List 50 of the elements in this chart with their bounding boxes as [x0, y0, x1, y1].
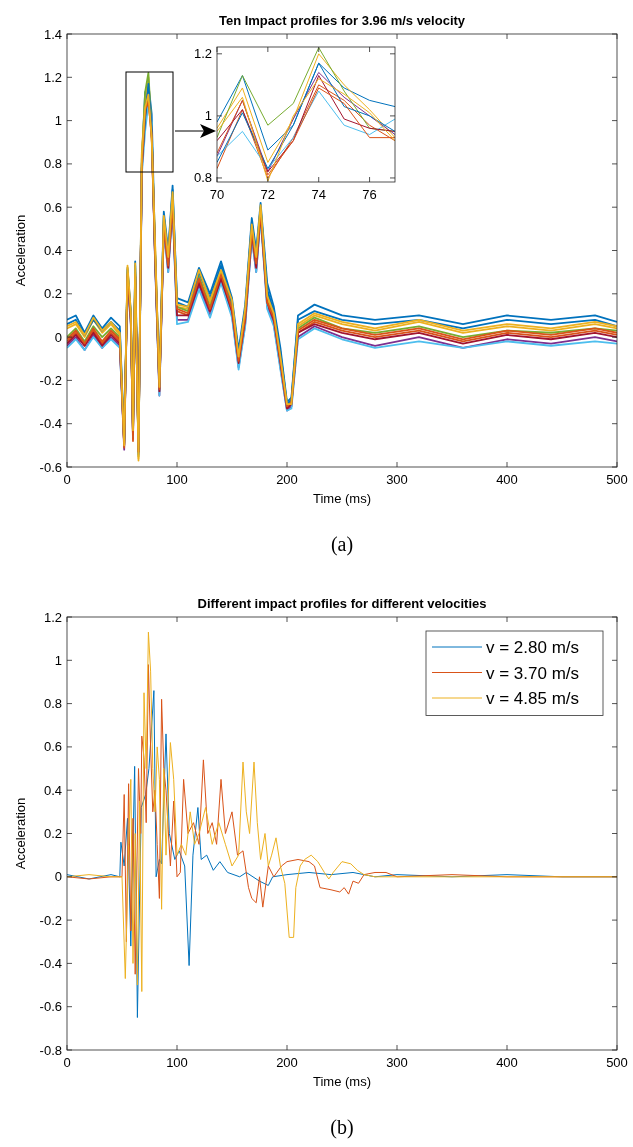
y-tick-label: 1 — [54, 652, 62, 668]
x-tick-label: 70 — [209, 187, 225, 202]
y-tick-label: 0.4 — [43, 243, 62, 258]
legend-label: v = 4.85 m/s — [486, 689, 580, 708]
y-tick-label: 0.6 — [43, 199, 62, 215]
x-tick-label: 400 — [496, 472, 518, 487]
chart-title: Ten Impact profiles for 3.96 m/s velocity — [218, 13, 466, 28]
y-tick-label: 0.8 — [43, 696, 62, 712]
x-tick-label: 300 — [386, 1055, 408, 1070]
y-tick-label: 0.8 — [43, 156, 62, 172]
y-tick-label: 1.4 — [43, 26, 62, 42]
y-tick-label: 1.2 — [43, 609, 62, 625]
y-tick-label: 0.4 — [43, 782, 62, 798]
y-axis-title: Acceleration — [13, 797, 28, 870]
y-tick-label: 0 — [54, 329, 62, 345]
legend-label: v = 2.80 m/s — [486, 638, 580, 657]
y-tick-label: 1.2 — [43, 69, 62, 85]
x-tick-label: 500 — [606, 1055, 628, 1070]
y-tick-label: -0.4 — [39, 955, 62, 971]
y-tick-label: -0.6 — [39, 459, 62, 475]
y-tick-label: -0.6 — [39, 999, 62, 1015]
legend-label: v = 3.70 m/s — [486, 663, 580, 683]
y-tick-label: -0.2 — [39, 912, 62, 928]
y-tick-label: 0.6 — [43, 739, 62, 755]
x-axis-title: Time (ms) — [312, 1074, 372, 1089]
x-tick-label: 100 — [166, 472, 188, 487]
text: (a) — [330, 533, 354, 556]
y-tick-label: 1 — [54, 113, 62, 129]
y-tick-label: 1 — [204, 108, 212, 124]
x-tick-label: 200 — [276, 1055, 298, 1070]
x-tick-label: 72 — [260, 187, 276, 202]
y-tick-label: 0 — [54, 869, 62, 885]
y-tick-label: -0.2 — [39, 372, 62, 388]
x-tick-label: 76 — [362, 187, 377, 202]
y-tick-label: -0.8 — [39, 1042, 62, 1058]
y-tick-label: 0.2 — [43, 826, 62, 841]
x-tick-label: 74 — [311, 187, 326, 202]
x-axis-title: Time (ms) — [312, 491, 372, 506]
y-tick-label: 0.2 — [43, 286, 62, 302]
y-tick-label: -0.4 — [39, 416, 62, 432]
y-axis-title: Acceleration — [13, 214, 28, 287]
x-tick-label: 200 — [276, 472, 298, 487]
text: (b) — [330, 1116, 354, 1139]
x-tick-label: 100 — [166, 1055, 188, 1070]
x-tick-label: 400 — [496, 1055, 518, 1070]
y-tick-label: 0.8 — [193, 170, 212, 186]
y-tick-label: 1.2 — [193, 46, 212, 62]
x-tick-label: 300 — [386, 472, 408, 487]
chart-title: Different impact profiles for different velocities — [197, 596, 487, 611]
x-tick-label: 500 — [606, 472, 628, 487]
